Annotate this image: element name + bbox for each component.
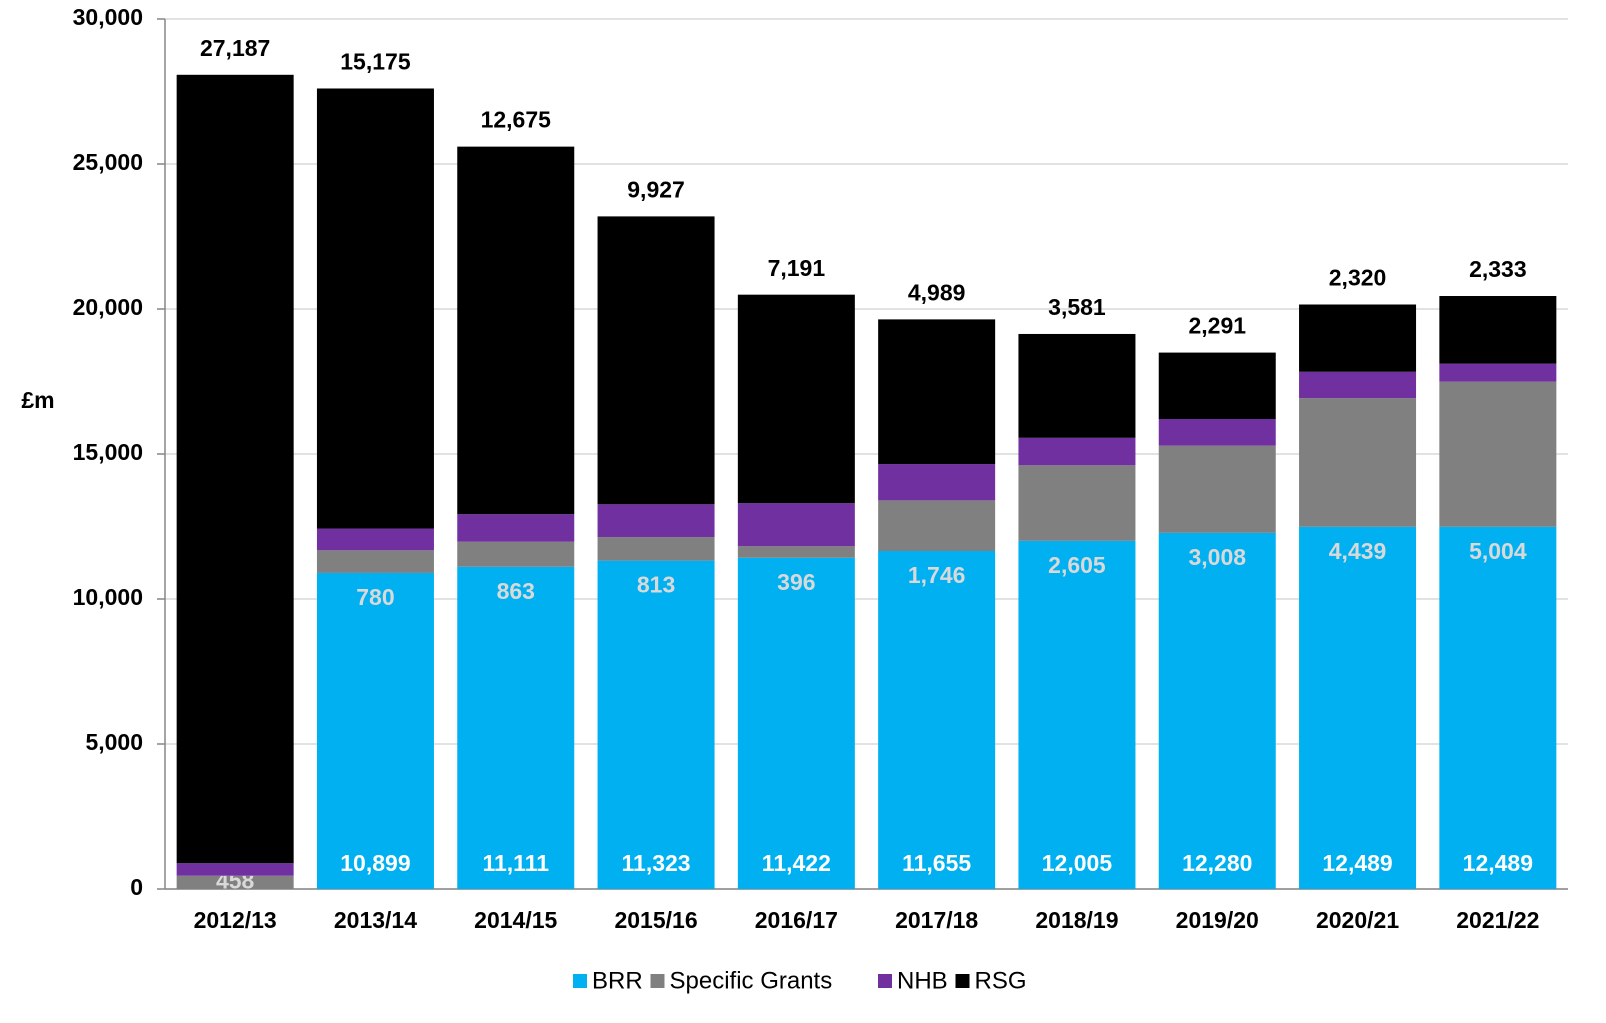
y-tick-label: 20,000 <box>73 294 143 320</box>
data-label: 27,187 <box>200 35 270 61</box>
bar-segment <box>176 863 294 876</box>
legend-label: BRR <box>592 967 643 994</box>
data-label: 10,899 <box>340 850 410 876</box>
data-label: 11,323 <box>622 850 691 876</box>
x-tick-label: 2019/20 <box>1176 907 1259 933</box>
bar-segment <box>1439 363 1557 382</box>
bar-segment <box>1299 526 1417 889</box>
data-label: 863 <box>497 578 535 604</box>
bar-segment <box>737 503 855 547</box>
bar-segment <box>316 550 434 573</box>
bar-segment <box>1439 526 1557 889</box>
bar-segment <box>1018 540 1136 889</box>
legend-swatch <box>573 974 587 988</box>
bar-segment <box>1439 296 1557 364</box>
x-tick-label: 2020/21 <box>1316 907 1399 933</box>
data-label: 2,291 <box>1188 313 1246 339</box>
bar-segment <box>597 560 715 889</box>
bar-segment <box>737 294 855 504</box>
data-label: 2,320 <box>1329 265 1387 291</box>
bar-segment <box>316 572 434 889</box>
bar-segment <box>1158 532 1276 889</box>
bar-segment <box>1299 304 1417 372</box>
data-label: 11,111 <box>482 850 549 876</box>
x-tick-label: 2015/16 <box>614 907 697 933</box>
bar-segment <box>316 88 434 529</box>
bar-segment <box>176 74 294 864</box>
bar-segment <box>878 319 996 465</box>
data-label: 9,927 <box>627 176 685 202</box>
bar-segment <box>316 528 434 551</box>
data-label: 11,422 <box>762 850 831 876</box>
data-label: 12,489 <box>1322 850 1392 876</box>
data-label: 11,655 <box>902 850 971 876</box>
y-tick-label: 10,000 <box>73 584 143 610</box>
x-tick-label: 2012/13 <box>194 907 277 933</box>
y-tick-label: 25,000 <box>73 149 143 175</box>
bar-segment <box>597 216 715 505</box>
data-label: 2,605 <box>1048 552 1106 578</box>
bar-segment <box>1158 352 1276 420</box>
data-label: 7,191 <box>768 255 826 281</box>
data-label: 3,581 <box>1048 294 1106 320</box>
y-axis-label: £m <box>21 387 54 413</box>
bar-segment <box>1018 465 1136 541</box>
data-label: 12,280 <box>1182 850 1252 876</box>
bar-segment <box>1299 398 1417 527</box>
data-label: 3,008 <box>1188 544 1246 570</box>
data-label: 396 <box>777 569 815 595</box>
bar-segment <box>1158 419 1276 446</box>
legend-label: NHB <box>897 967 948 994</box>
x-tick-label: 2016/17 <box>755 907 838 933</box>
data-label: 813 <box>637 572 675 598</box>
legend-label: Specific Grants <box>670 967 833 994</box>
y-tick-label: 0 <box>130 874 143 900</box>
data-label: 15,175 <box>340 49 411 75</box>
data-label: 4,989 <box>908 279 966 305</box>
data-label: 2,333 <box>1469 256 1527 282</box>
bar-segment <box>1439 381 1557 527</box>
bar-segment <box>878 500 996 552</box>
bar-segment <box>457 566 575 889</box>
data-label: 4,439 <box>1329 538 1387 564</box>
bar-segment <box>457 146 575 515</box>
bar-segment <box>457 541 575 567</box>
data-label: 12,005 <box>1042 850 1113 876</box>
bar-segment <box>1018 437 1136 466</box>
legend-swatch <box>878 974 892 988</box>
x-tick-label: 2014/15 <box>474 907 557 933</box>
bar-segment <box>1158 445 1276 533</box>
x-tick-label: 2018/19 <box>1035 907 1118 933</box>
x-tick-label: 2013/14 <box>334 907 417 933</box>
bar-segment <box>597 504 715 538</box>
bar-segment <box>737 546 855 558</box>
bar-segment <box>1299 371 1417 399</box>
legend-label: RSG <box>975 967 1027 994</box>
bar-segment <box>737 557 855 889</box>
data-label: 1,746 <box>908 562 966 588</box>
x-tick-label: 2021/22 <box>1456 907 1539 933</box>
data-label: 5,004 <box>1469 538 1527 564</box>
y-tick-label: 30,000 <box>73 4 143 30</box>
y-tick-label: 15,000 <box>73 439 143 465</box>
bar-segment <box>878 551 996 889</box>
data-label: 12,675 <box>481 107 552 133</box>
bar-segment <box>1018 333 1136 438</box>
legend-swatch <box>650 974 665 988</box>
legend-swatch <box>955 974 970 988</box>
bar-segment <box>878 464 996 501</box>
data-label: 780 <box>356 584 394 610</box>
bar-segment <box>457 514 575 542</box>
data-label: 12,489 <box>1463 850 1533 876</box>
y-tick-label: 5,000 <box>85 729 143 755</box>
x-tick-label: 2017/18 <box>895 907 978 933</box>
bar-segment <box>176 875 294 889</box>
bar-segment <box>597 537 715 561</box>
